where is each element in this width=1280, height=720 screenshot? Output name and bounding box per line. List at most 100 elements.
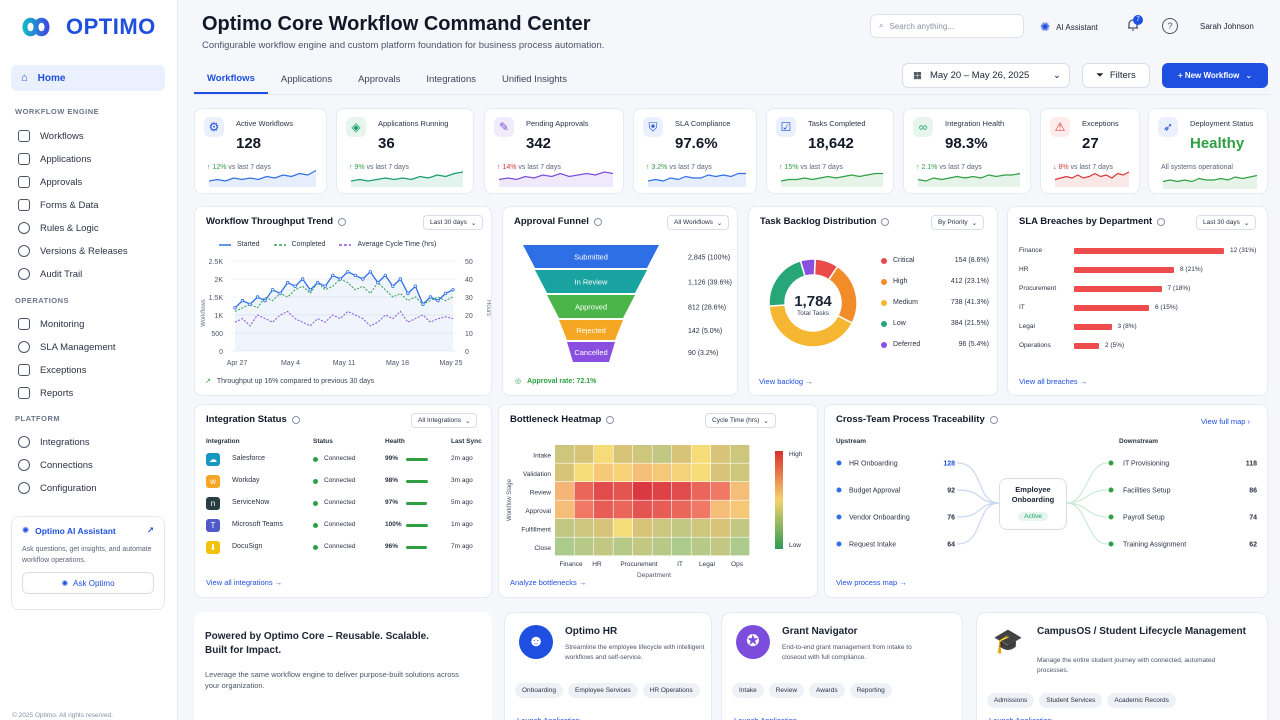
kpi-delta: ↑ 9% vs last 7 days xyxy=(349,164,409,171)
view-all-integrations-link[interactable]: View all integrations → xyxy=(206,578,283,587)
funnel-select[interactable]: All Workflows ⌄ xyxy=(667,215,730,230)
info-icon[interactable] xyxy=(989,415,998,424)
integration-name[interactable]: Salesforce xyxy=(232,455,266,462)
tab-applications[interactable]: Applications xyxy=(280,73,333,85)
chip[interactable]: Admissions xyxy=(987,693,1035,708)
kpi-card[interactable]: ➶ Deployment Status Healthy All systems ope… xyxy=(1148,108,1268,194)
center-process-node[interactable]: Employee Onboarding Active xyxy=(999,478,1067,530)
sidebar-item-home[interactable]: ⌂ Home xyxy=(11,65,165,91)
info-icon[interactable] xyxy=(1157,217,1166,226)
analyze-bottlenecks-link[interactable]: Analyze bottlenecks → xyxy=(510,578,587,587)
point-started xyxy=(413,284,418,288)
info-icon[interactable] xyxy=(606,415,615,424)
upstream-label: Budget Approval xyxy=(849,488,901,495)
chip[interactable]: Reporting xyxy=(849,683,892,698)
info-icon[interactable] xyxy=(291,415,300,424)
search-input[interactable]: ⌕ Search anything... xyxy=(870,14,1024,38)
funnel-stage-label: In Review xyxy=(575,278,609,287)
kpi-card[interactable]: ☑ Tasks Completed 18,642 ↑ 15% vs last 7 da… xyxy=(766,108,894,194)
sparkline-line xyxy=(209,169,316,182)
sidebar-item-label: SLA Management xyxy=(40,341,116,353)
sidebar-item-workflows[interactable]: Workflows xyxy=(18,130,84,142)
external-link-icon[interactable]: ↗ xyxy=(146,525,154,535)
brand-logo[interactable]: OPTIMO xyxy=(14,14,156,40)
integration-name[interactable]: DocuSign xyxy=(232,543,263,550)
chip[interactable]: Awards xyxy=(809,683,845,698)
sla-bar xyxy=(1074,286,1162,292)
tab-integrations[interactable]: Integrations xyxy=(426,73,476,85)
sidebar-item-label: Audit Trail xyxy=(40,268,83,280)
tab-workflows[interactable]: Workflows xyxy=(194,64,268,94)
view-all-breaches-link[interactable]: View all breaches → xyxy=(1019,377,1088,386)
sidebar-item-label: Rules & Logic xyxy=(40,222,99,234)
kpi-card[interactable]: ⚙ Active Workflows 128 ↑ 12% vs last 7 days xyxy=(194,108,327,194)
chip[interactable]: Student Services xyxy=(1039,693,1103,708)
throughput-note-text: Throughput up 16% compared to previous 3… xyxy=(216,377,375,385)
tab-unified-insights[interactable]: Unified Insights xyxy=(502,73,567,85)
sidebar-item-monitoring[interactable]: Monitoring xyxy=(18,318,84,330)
sla-bar xyxy=(1074,343,1099,349)
new-workflow-button[interactable]: + New Workflow ⌄ xyxy=(1162,63,1268,88)
kpi-card[interactable]: ◈ Applications Running 36 ↑ 9% vs last 7 da… xyxy=(336,108,474,194)
sidebar-item-connections[interactable]: Connections xyxy=(18,459,93,471)
view-process-map-link[interactable]: View process map → xyxy=(836,578,907,587)
kpi-delta: ↑ 12% vs last 7 days xyxy=(207,164,271,171)
chip[interactable]: Review xyxy=(768,683,805,698)
sidebar-item-integrations[interactable]: Integrations xyxy=(18,436,90,448)
sparkline-area xyxy=(918,173,1020,187)
chip[interactable]: Intake xyxy=(732,683,764,698)
backlog-select[interactable]: By Priority ⌄ xyxy=(931,215,985,230)
chip[interactable]: Employee Services xyxy=(567,683,638,698)
sidebar-item-forms-data[interactable]: Forms & Data xyxy=(18,199,99,211)
ai-assistant-button[interactable]: ✺ AI Assistant xyxy=(1040,20,1098,34)
help-icon[interactable]: ? xyxy=(1162,18,1178,34)
integration-select[interactable]: All Integrations ⌄ xyxy=(411,413,478,428)
point-started xyxy=(240,298,245,303)
integration-name[interactable]: Microsoft Teams xyxy=(232,521,283,528)
info-icon[interactable] xyxy=(338,217,347,226)
sidebar-item-approvals[interactable]: Approvals xyxy=(18,176,82,188)
rocket-icon: ➶ xyxy=(1158,117,1178,137)
view-backlog-link[interactable]: View backlog → xyxy=(759,377,813,386)
sidebar-item-reports[interactable]: Reports xyxy=(18,387,73,399)
promo-app-card[interactable]: ✪ Grant Navigator End-to-end grant managem… xyxy=(721,612,963,720)
sidebar-item-applications[interactable]: Applications xyxy=(18,153,91,165)
promo-app-card[interactable]: 🎓 CampusOS / Student Lifecycle Management… xyxy=(976,612,1268,720)
promo-app-card[interactable]: ☻ Optimo HR Streamline the employee lifecy… xyxy=(504,612,712,720)
integration-name[interactable]: Workday xyxy=(232,477,260,484)
kpi-card[interactable]: ✎ Pending Approvals 342 ↑ 14% vs last 7 day… xyxy=(484,108,624,194)
sidebar-item-audit-trail[interactable]: Audit Trail xyxy=(18,268,82,280)
filters-button[interactable]: ⏷ Filters xyxy=(1082,63,1150,88)
downstream-value: 86 xyxy=(1249,488,1257,495)
chip[interactable]: HR Operations xyxy=(642,683,700,698)
kpi-value: 342 xyxy=(526,135,552,152)
heatmap-metric-select[interactable]: Cycle Time (hrs) ⌄ xyxy=(705,413,776,428)
sidebar-item-configuration[interactable]: Configuration xyxy=(18,482,97,494)
integration-name[interactable]: ServiceNow xyxy=(232,499,270,506)
view-full-map-link[interactable]: View full map › xyxy=(1201,417,1251,426)
user-name[interactable]: Sarah Johnson xyxy=(1200,22,1254,31)
info-icon[interactable] xyxy=(881,217,890,226)
launch-application-link[interactable]: Launch Application → xyxy=(517,716,590,720)
throughput-range-select[interactable]: Last 30 days ⌄ xyxy=(423,215,484,230)
sidebar-item-rules-logic[interactable]: Rules & Logic xyxy=(18,222,99,234)
sidebar-item-versions-releases[interactable]: Versions & Releases xyxy=(18,245,128,257)
kpi-card[interactable]: ∞ Integration Health 98.3% ↑ 2.1% vs last 7… xyxy=(903,108,1031,194)
backlog-legend-item: High 412 (23.1%) xyxy=(881,278,989,285)
info-icon[interactable] xyxy=(593,217,602,226)
date-range-picker[interactable]: ▦ May 20 – May 26, 2025 ⌄ xyxy=(902,63,1070,88)
heatmap-cell xyxy=(672,482,691,500)
kpi-card[interactable]: ⚠ Exceptions 27 ↓ 8% vs last 7 days xyxy=(1040,108,1140,194)
chip[interactable]: Onboarding xyxy=(515,683,563,698)
launch-application-link[interactable]: Launch Application → xyxy=(989,716,1062,720)
chip[interactable]: Academic Records xyxy=(1107,693,1176,708)
kpi-value: 36 xyxy=(378,135,395,152)
launch-application-link[interactable]: Launch Application → xyxy=(734,716,807,720)
kpi-card[interactable]: ⛨ SLA Compliance 97.6% ↑ 3.2% vs last 7 day… xyxy=(633,108,757,194)
integration-health-value: 97% xyxy=(385,499,399,506)
sidebar-item-exceptions[interactable]: Exceptions xyxy=(18,364,86,376)
tab-approvals[interactable]: Approvals xyxy=(358,73,401,85)
sla-range-select[interactable]: Last 30 days ⌄ xyxy=(1196,215,1257,230)
sidebar-item-sla-management[interactable]: SLA Management xyxy=(18,341,116,353)
ask-optimo-button[interactable]: ✺ Ask Optimo xyxy=(22,572,154,594)
